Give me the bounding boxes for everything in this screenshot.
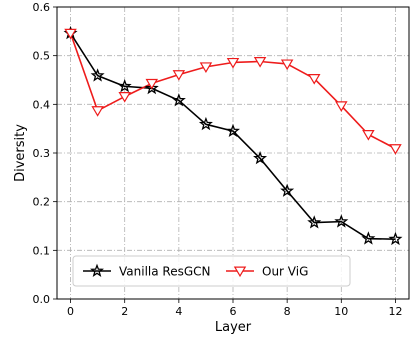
y-tick-label: 0.4 [33, 98, 51, 111]
x-tick-label: 4 [175, 305, 182, 318]
x-tick-label: 10 [334, 305, 348, 318]
data-point-0 [226, 123, 240, 138]
legend: Vanilla ResGCN Our ViG [72, 255, 351, 287]
data-point-1 [253, 57, 267, 68]
series-lines [63, 25, 403, 246]
data-point-0 [388, 231, 403, 246]
y-axis-label: Diversity [13, 124, 28, 182]
legend-label-1: Our ViG [262, 265, 308, 279]
data-point-0 [117, 78, 132, 93]
data-point-0 [307, 215, 322, 229]
y-tick-label: 0.2 [33, 196, 51, 209]
data-point-1 [64, 28, 77, 40]
data-point-1 [145, 78, 159, 90]
y-tick-label: 0.6 [33, 1, 51, 14]
series-line-0 [69, 32, 396, 240]
axis-ticks: 0 2 4 6 8 10 12 0.0 0.1 0.2 0.3 0.4 0.5 0.6 [33, 1, 403, 318]
data-point-1 [91, 106, 104, 117]
data-point-1 [199, 62, 213, 73]
data-point-0 [280, 183, 295, 197]
data-point-1 [118, 92, 131, 103]
data-point-0 [144, 80, 159, 95]
data-point-0 [198, 116, 213, 131]
data-point-1 [172, 70, 186, 81]
y-tick-label: 0.1 [33, 244, 51, 257]
x-tick-label: 8 [284, 305, 291, 318]
data-point-1 [307, 74, 321, 85]
grid-lines [57, 6, 409, 300]
data-point-0 [171, 93, 186, 107]
y-tick-label: 0.5 [33, 50, 51, 63]
legend-label-0: Vanilla ResGCN [119, 265, 211, 279]
data-point-1 [280, 59, 294, 71]
y-tick-label: 0.3 [33, 147, 51, 160]
data-point-0 [334, 214, 349, 228]
data-point-1 [362, 130, 375, 141]
legend-marker-1 [233, 266, 247, 278]
data-point-1 [335, 101, 348, 112]
y-tick-label: 0.0 [33, 293, 51, 306]
x-tick-label: 0 [67, 305, 74, 318]
x-tick-label: 2 [121, 305, 128, 318]
x-axis-label: Layer [215, 320, 252, 335]
data-point-0 [361, 231, 376, 245]
legend-marker-0 [90, 263, 104, 277]
data-point-0 [90, 68, 105, 82]
data-point-1 [389, 144, 402, 155]
data-point-0 [253, 150, 268, 165]
legend-box [72, 255, 351, 287]
data-point-1 [226, 57, 240, 69]
x-tick-label: 12 [388, 305, 402, 318]
x-tick-label: 6 [230, 305, 237, 318]
